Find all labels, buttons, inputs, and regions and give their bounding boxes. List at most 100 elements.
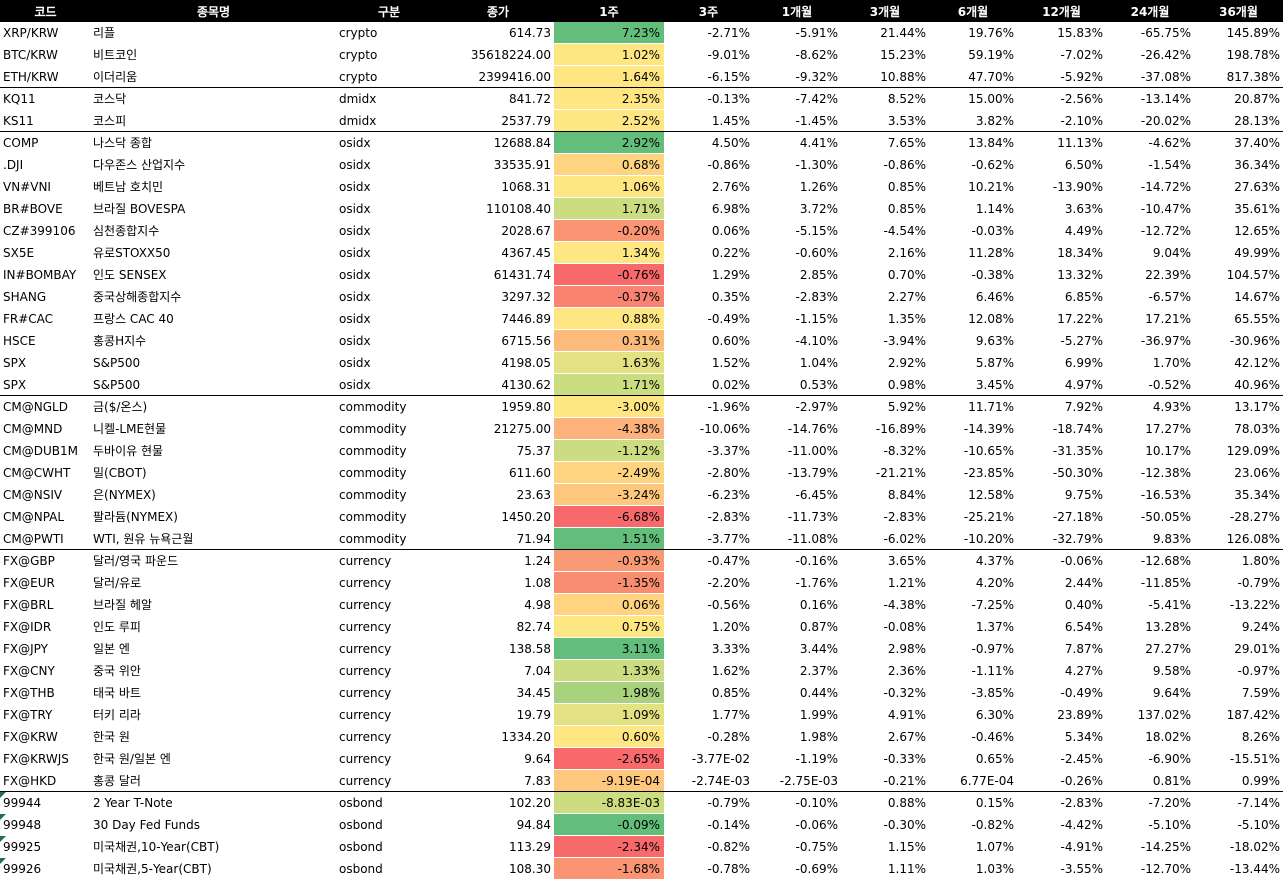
cell-3m[interactable]: -3.94%	[841, 330, 929, 352]
cell-3m[interactable]: 0.70%	[841, 264, 929, 286]
cell-category[interactable]: osidx	[336, 373, 442, 396]
cell-6m[interactable]: -14.39%	[929, 418, 1017, 440]
cell-category[interactable]: commodity	[336, 418, 442, 440]
cell-code[interactable]: 99948	[0, 814, 91, 836]
cell-1w[interactable]: -6.68%	[554, 505, 664, 528]
cell-code[interactable]: FX@EUR	[0, 572, 91, 594]
cell-name[interactable]: 인도 루피	[91, 616, 336, 638]
cell-1w[interactable]: -0.76%	[554, 263, 664, 286]
cell-24m[interactable]: 18.02%	[1106, 726, 1194, 748]
cell-3w[interactable]: 0.35%	[664, 286, 753, 308]
cell-6m[interactable]: 15.00%	[929, 88, 1017, 110]
cell-36m[interactable]: -5.10%	[1194, 814, 1283, 836]
cell-close[interactable]: 113.29	[442, 836, 554, 858]
cell-code[interactable]: SPX	[0, 373, 91, 396]
cell-1m[interactable]: -5.91%	[753, 22, 841, 44]
cell-1m[interactable]: -8.62%	[753, 44, 841, 66]
cell-3w[interactable]: -0.13%	[664, 88, 753, 110]
cell-3m[interactable]: 21.44%	[841, 22, 929, 44]
cell-1m[interactable]: -1.19%	[753, 748, 841, 770]
cell-category[interactable]: osidx	[336, 330, 442, 352]
cell-close[interactable]: 138.58	[442, 638, 554, 660]
cell-close[interactable]: 7.83	[442, 769, 554, 792]
cell-36m[interactable]: 65.55%	[1194, 308, 1283, 330]
cell-3w[interactable]: -0.82%	[664, 836, 753, 858]
cell-close[interactable]: 9.64	[442, 748, 554, 770]
cell-code[interactable]: FX@JPY	[0, 638, 91, 660]
cell-12m[interactable]: 0.40%	[1017, 594, 1106, 616]
cell-1w[interactable]: 1.63%	[554, 351, 664, 374]
cell-36m[interactable]: -13.44%	[1194, 858, 1283, 880]
cell-24m[interactable]: -4.62%	[1106, 132, 1194, 154]
cell-36m[interactable]: 126.08%	[1194, 527, 1283, 550]
cell-6m[interactable]: 5.87%	[929, 352, 1017, 374]
cell-1w[interactable]: 3.11%	[554, 637, 664, 660]
cell-name[interactable]: 홍콩H지수	[91, 330, 336, 352]
cell-1w[interactable]: 1.98%	[554, 681, 664, 704]
cell-name[interactable]: WTI, 원유 뉴욕근월	[91, 527, 336, 550]
cell-1w[interactable]: 1.64%	[554, 65, 664, 88]
cell-category[interactable]: commodity	[336, 396, 442, 418]
cell-code[interactable]: BTC/KRW	[0, 44, 91, 66]
cell-name[interactable]: S&P500	[91, 352, 336, 374]
cell-24m[interactable]: -14.72%	[1106, 176, 1194, 198]
cell-3w[interactable]: -0.47%	[664, 550, 753, 572]
header-3w[interactable]: 3주	[664, 0, 753, 22]
cell-3m[interactable]: 5.92%	[841, 396, 929, 418]
cell-1m[interactable]: 0.44%	[753, 682, 841, 704]
cell-12m[interactable]: -5.27%	[1017, 330, 1106, 352]
cell-24m[interactable]: -12.72%	[1106, 220, 1194, 242]
cell-12m[interactable]: -32.79%	[1017, 527, 1106, 550]
cell-category[interactable]: currency	[336, 638, 442, 660]
cell-6m[interactable]: 1.03%	[929, 858, 1017, 880]
cell-1w[interactable]: 0.68%	[554, 153, 664, 176]
cell-12m[interactable]: 6.54%	[1017, 616, 1106, 638]
cell-code[interactable]: CM@PWTI	[0, 527, 91, 550]
cell-36m[interactable]: 187.42%	[1194, 704, 1283, 726]
cell-1w[interactable]: -4.38%	[554, 417, 664, 440]
cell-category[interactable]: commodity	[336, 484, 442, 506]
cell-3w[interactable]: 3.33%	[664, 638, 753, 660]
cell-1w[interactable]: -8.83E-03	[554, 791, 664, 814]
cell-1w[interactable]: 1.71%	[554, 197, 664, 220]
cell-3m[interactable]: 2.27%	[841, 286, 929, 308]
cell-36m[interactable]: 36.34%	[1194, 154, 1283, 176]
cell-6m[interactable]: -23.85%	[929, 462, 1017, 484]
cell-6m[interactable]: 19.76%	[929, 22, 1017, 44]
cell-1w[interactable]: 1.51%	[554, 527, 664, 550]
cell-close[interactable]: 71.94	[442, 527, 554, 550]
cell-1w[interactable]: 1.33%	[554, 659, 664, 682]
cell-36m[interactable]: 198.78%	[1194, 44, 1283, 66]
cell-36m[interactable]: 35.61%	[1194, 198, 1283, 220]
cell-36m[interactable]: 29.01%	[1194, 638, 1283, 660]
cell-3m[interactable]: 4.91%	[841, 704, 929, 726]
cell-code[interactable]: KS11	[0, 109, 91, 132]
cell-name[interactable]: 팔라듐(NYMEX)	[91, 506, 336, 528]
cell-1m[interactable]: 1.04%	[753, 352, 841, 374]
cell-name[interactable]: 비트코인	[91, 44, 336, 66]
cell-close[interactable]: 1450.20	[442, 506, 554, 528]
cell-3m[interactable]: 8.52%	[841, 88, 929, 110]
cell-code[interactable]: FX@KRW	[0, 726, 91, 748]
cell-12m[interactable]: 5.34%	[1017, 726, 1106, 748]
cell-name[interactable]: 홍콩 달러	[91, 769, 336, 792]
cell-6m[interactable]: 4.20%	[929, 572, 1017, 594]
cell-code[interactable]: CM@CWHT	[0, 462, 91, 484]
cell-category[interactable]: osbond	[336, 858, 442, 880]
cell-close[interactable]: 1334.20	[442, 726, 554, 748]
cell-12m[interactable]: 17.22%	[1017, 308, 1106, 330]
header-1m[interactable]: 1개월	[753, 0, 841, 22]
cell-close[interactable]: 75.37	[442, 440, 554, 462]
cell-1m[interactable]: -2.97%	[753, 396, 841, 418]
cell-close[interactable]: 1959.80	[442, 396, 554, 418]
cell-1m[interactable]: 2.37%	[753, 660, 841, 682]
header-24m[interactable]: 24개월	[1106, 0, 1194, 22]
cell-1w[interactable]: 1.06%	[554, 175, 664, 198]
cell-close[interactable]: 23.63	[442, 484, 554, 506]
cell-24m[interactable]: -6.90%	[1106, 748, 1194, 770]
cell-code[interactable]: SPX	[0, 352, 91, 374]
cell-name[interactable]: 일본 엔	[91, 638, 336, 660]
cell-12m[interactable]: 9.75%	[1017, 484, 1106, 506]
cell-24m[interactable]: 0.81%	[1106, 769, 1194, 792]
cell-3m[interactable]: 2.92%	[841, 352, 929, 374]
